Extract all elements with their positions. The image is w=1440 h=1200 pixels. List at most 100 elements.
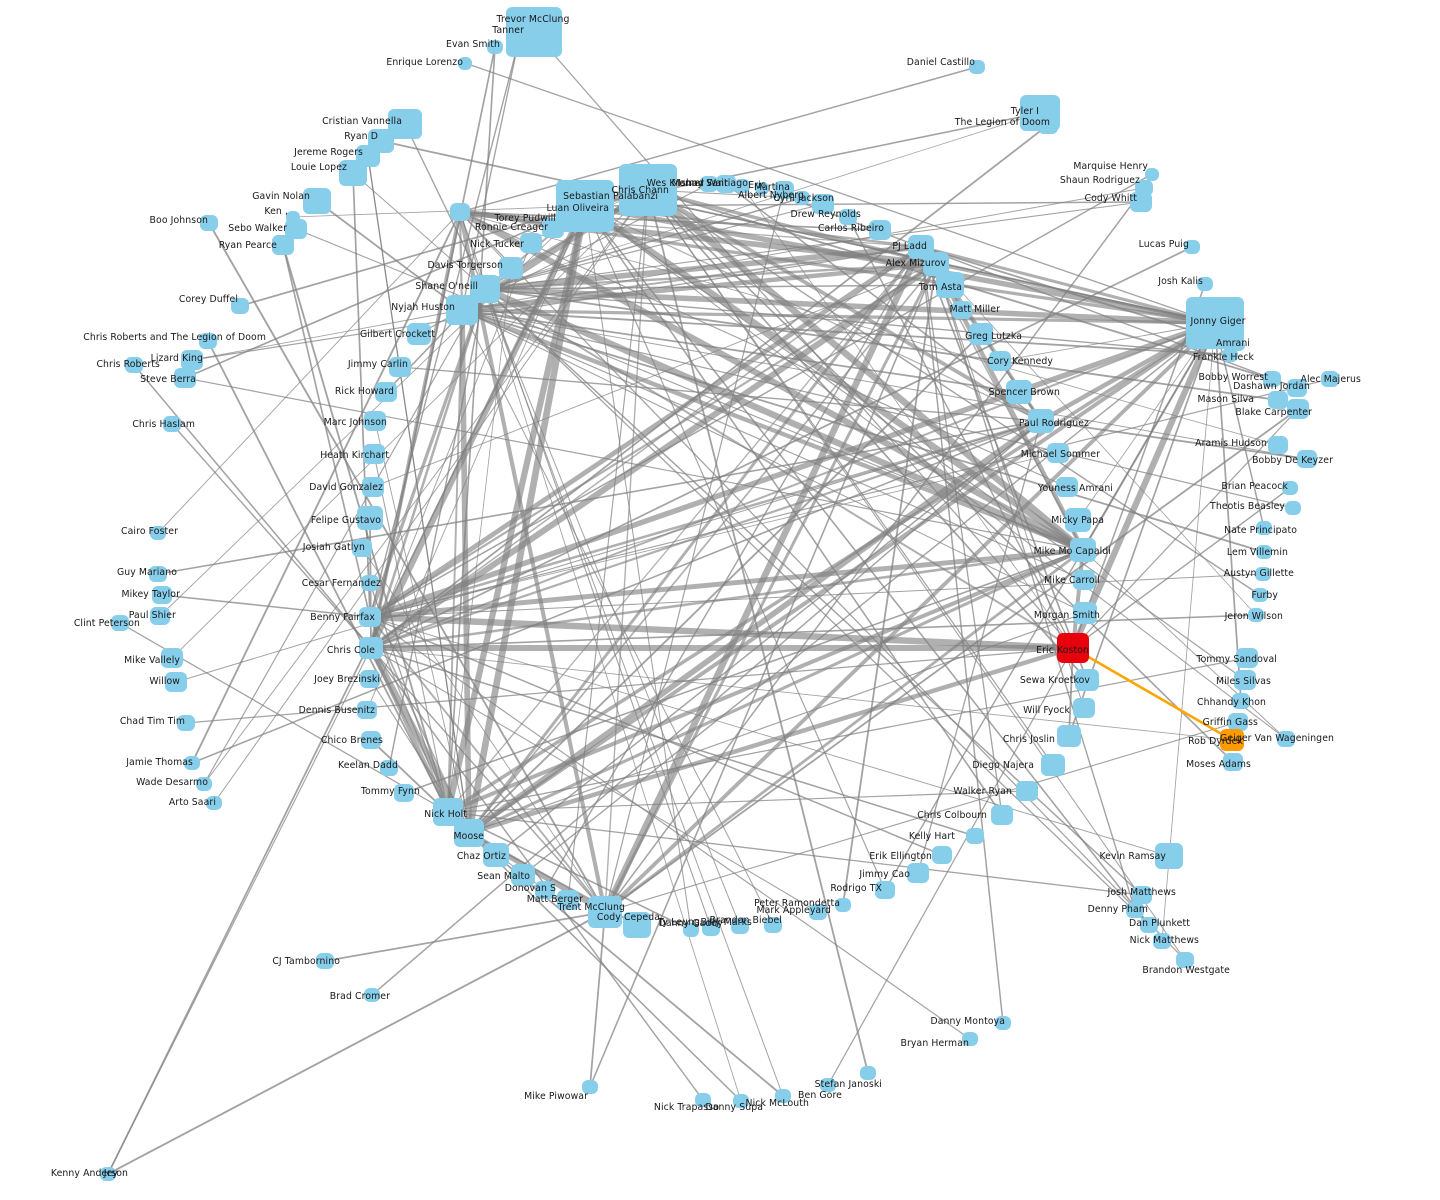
graph-node[interactable] bbox=[1065, 508, 1091, 532]
graph-node[interactable] bbox=[509, 36, 527, 52]
graph-node[interactable] bbox=[1176, 952, 1194, 968]
graph-node[interactable] bbox=[303, 188, 331, 214]
graph-node[interactable] bbox=[231, 298, 249, 314]
graph-node[interactable] bbox=[359, 637, 383, 659]
graph-node[interactable] bbox=[450, 203, 470, 221]
graph-node[interactable] bbox=[150, 607, 170, 625]
graph-node[interactable] bbox=[111, 615, 129, 631]
graph-node[interactable] bbox=[125, 357, 143, 373]
graph-node[interactable] bbox=[820, 1078, 836, 1092]
graph-node[interactable] bbox=[1070, 538, 1096, 562]
graph-node[interactable] bbox=[700, 176, 718, 192]
graph-node[interactable] bbox=[794, 191, 810, 205]
graph-node[interactable] bbox=[774, 181, 794, 199]
graph-node[interactable] bbox=[1252, 588, 1268, 602]
graph-node[interactable] bbox=[969, 323, 993, 345]
graph-node[interactable] bbox=[1016, 781, 1038, 801]
graph-node[interactable] bbox=[839, 209, 857, 225]
graph-node[interactable] bbox=[1268, 436, 1288, 454]
graph-node[interactable] bbox=[1268, 391, 1288, 409]
graph-node[interactable] bbox=[1126, 902, 1144, 918]
graph-node[interactable] bbox=[875, 881, 895, 899]
graph-node[interactable] bbox=[1236, 648, 1258, 668]
graph-node[interactable] bbox=[184, 756, 200, 770]
graph-node[interactable] bbox=[733, 1094, 749, 1108]
graph-node[interactable] bbox=[1028, 409, 1054, 433]
graph-node[interactable] bbox=[1248, 608, 1264, 622]
graph-node[interactable] bbox=[1140, 917, 1158, 933]
graph-node[interactable] bbox=[161, 648, 183, 668]
graph-node[interactable] bbox=[511, 864, 535, 886]
graph-node[interactable] bbox=[1263, 371, 1281, 387]
graph-node[interactable] bbox=[588, 896, 622, 928]
graph-node[interactable] bbox=[1197, 277, 1213, 291]
graph-node[interactable] bbox=[556, 180, 614, 232]
graph-node[interactable] bbox=[1255, 567, 1271, 581]
graph-node[interactable] bbox=[695, 1093, 711, 1107]
graph-node[interactable] bbox=[364, 411, 386, 431]
graph-node[interactable] bbox=[352, 539, 372, 557]
graph-node[interactable] bbox=[535, 881, 555, 899]
graph-node[interactable] bbox=[165, 672, 187, 692]
graph-node[interactable] bbox=[1184, 240, 1200, 254]
graph-node[interactable] bbox=[989, 351, 1011, 371]
graph-node[interactable] bbox=[991, 805, 1013, 825]
graph-node[interactable] bbox=[1073, 602, 1097, 624]
graph-node[interactable] bbox=[200, 215, 218, 231]
graph-node[interactable] bbox=[152, 586, 172, 604]
graph-node[interactable] bbox=[1297, 450, 1317, 468]
graph-node[interactable] bbox=[520, 233, 542, 253]
graph-node[interactable] bbox=[1073, 698, 1095, 718]
graph-node[interactable] bbox=[755, 181, 769, 195]
graph-node[interactable] bbox=[1056, 477, 1078, 497]
graph-node[interactable] bbox=[1075, 669, 1099, 691]
graph-node[interactable] bbox=[731, 918, 749, 934]
graph-node[interactable] bbox=[1130, 192, 1152, 212]
graph-node[interactable] bbox=[389, 357, 411, 377]
graph-node[interactable] bbox=[716, 175, 736, 193]
graph-node[interactable] bbox=[375, 382, 397, 402]
graph-node[interactable] bbox=[487, 40, 503, 54]
graph-node[interactable] bbox=[630, 189, 650, 207]
graph-node[interactable] bbox=[809, 904, 827, 920]
graph-node[interactable] bbox=[557, 890, 579, 910]
graph-node[interactable] bbox=[446, 295, 478, 325]
graph-node[interactable] bbox=[364, 988, 380, 1002]
graph-node[interactable] bbox=[835, 898, 851, 912]
graph-node[interactable] bbox=[1041, 754, 1065, 776]
graph-node[interactable] bbox=[181, 350, 203, 370]
graph-node[interactable] bbox=[1287, 379, 1307, 397]
graph-node[interactable] bbox=[357, 506, 383, 530]
graph-node[interactable] bbox=[196, 777, 212, 791]
graph-node[interactable] bbox=[458, 56, 472, 70]
graph-node[interactable] bbox=[1256, 521, 1272, 535]
graph-node[interactable] bbox=[1155, 843, 1183, 869]
graph-node[interactable] bbox=[1220, 729, 1244, 751]
graph-node[interactable] bbox=[1153, 933, 1171, 949]
graph-node[interactable] bbox=[149, 566, 167, 582]
graph-node[interactable] bbox=[1073, 570, 1095, 590]
graph-node[interactable] bbox=[1285, 501, 1301, 515]
graph-node[interactable] bbox=[150, 526, 166, 540]
graph-node[interactable] bbox=[357, 701, 377, 719]
graph-node[interactable] bbox=[623, 912, 651, 938]
graph-node[interactable] bbox=[1047, 443, 1069, 463]
graph-node[interactable] bbox=[272, 235, 294, 255]
graph-node[interactable] bbox=[454, 819, 484, 847]
graph-node[interactable] bbox=[1006, 380, 1032, 404]
graph-node[interactable] bbox=[1282, 481, 1298, 495]
graph-node[interactable] bbox=[683, 923, 699, 937]
graph-node[interactable] bbox=[177, 715, 195, 731]
graph-node[interactable] bbox=[1223, 753, 1243, 771]
graph-node[interactable] bbox=[962, 1032, 978, 1046]
graph-node[interactable] bbox=[359, 607, 381, 627]
graph-node[interactable] bbox=[1234, 670, 1256, 690]
graph-node[interactable] bbox=[407, 323, 431, 345]
graph-node[interactable] bbox=[1287, 399, 1309, 419]
graph-node[interactable] bbox=[582, 1080, 598, 1094]
graph-node[interactable] bbox=[702, 920, 720, 936]
graph-node[interactable] bbox=[361, 731, 381, 749]
graph-node[interactable] bbox=[1057, 633, 1089, 663]
graph-node[interactable] bbox=[542, 218, 564, 238]
graph-node[interactable] bbox=[174, 368, 196, 388]
